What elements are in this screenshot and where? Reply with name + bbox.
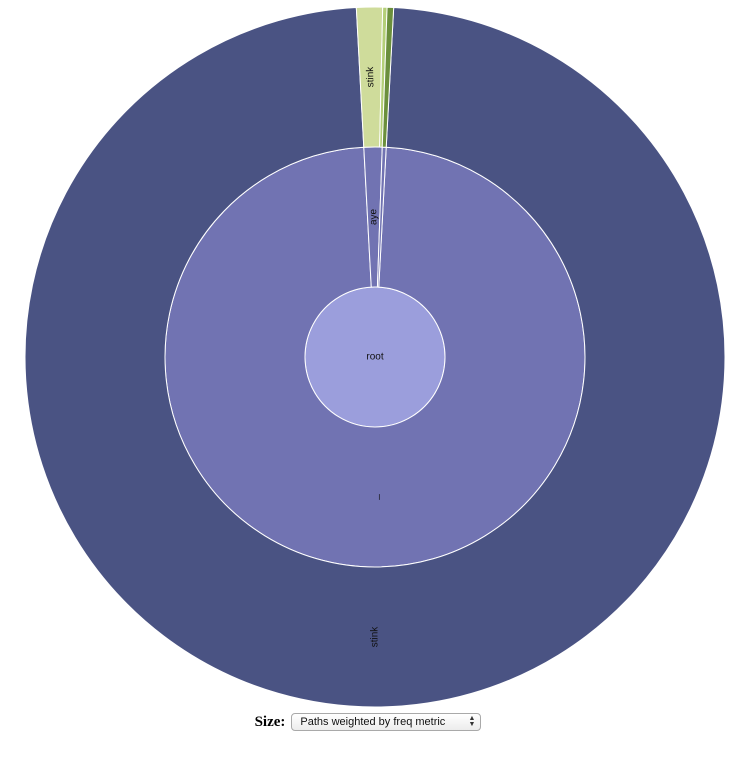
size-select-value: Paths weighted by freq metric [300, 716, 446, 728]
size-select[interactable]: Paths weighted by freq metric ▲ ▼ [291, 713, 482, 731]
size-label: Size: [254, 713, 286, 730]
segment-label-stink-depth2: stink [370, 626, 381, 648]
sunburst-segment-unnamed-depth2[interactable] [381, 6, 395, 148]
segment-label---depth1: _ [370, 494, 381, 501]
size-controls: Size: Paths weighted by freq metric ▲ ▼ [0, 710, 736, 734]
segment-label-stink-depth2: stink [365, 66, 376, 88]
select-arrows-icon: ▲ ▼ [468, 715, 476, 728]
sunburst-segment-stink-depth2[interactable] [24, 6, 726, 708]
segment-label-root: root [366, 352, 383, 363]
segment-label-aye-depth1: aye [368, 208, 379, 225]
